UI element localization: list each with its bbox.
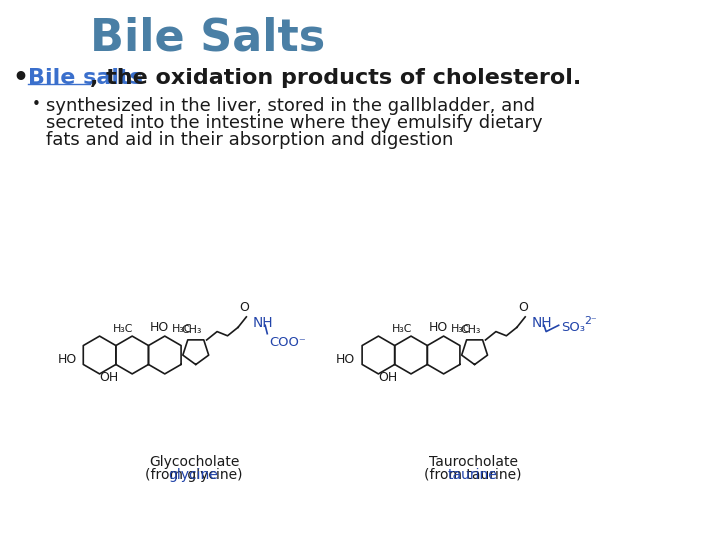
Text: glycine: glycine [168,468,218,482]
Text: COO⁻: COO⁻ [269,336,306,349]
Text: Taurocholate: Taurocholate [428,455,518,469]
Text: NH: NH [531,316,552,330]
Text: fats and aid in their absorption and digestion: fats and aid in their absorption and dig… [46,131,453,149]
Text: O: O [239,301,249,314]
Text: HO: HO [150,321,168,334]
Text: O: O [518,301,528,314]
Text: HO: HO [336,353,356,366]
Text: NH: NH [253,316,274,330]
Text: (from taurine): (from taurine) [424,468,522,482]
Text: Bile Salts: Bile Salts [89,17,325,59]
Text: secreted into the intestine where they emulsify dietary: secreted into the intestine where they e… [46,114,542,132]
Text: H₃C: H₃C [451,324,472,334]
Text: Bile salts: Bile salts [28,68,143,88]
Text: taurine: taurine [447,468,497,482]
Text: OH: OH [99,371,119,384]
Text: Glycocholate: Glycocholate [149,455,239,469]
Text: HO: HO [428,321,448,334]
Text: HO: HO [58,353,76,366]
Text: SO₃: SO₃ [561,321,585,334]
Text: synthesized in the liver, stored in the gallbladder, and: synthesized in the liver, stored in the … [46,97,535,115]
Text: •: • [32,97,41,112]
Text: CH₃: CH₃ [460,325,481,335]
Text: , the oxidation products of cholesterol.: , the oxidation products of cholesterol. [89,68,581,88]
Text: •: • [12,66,28,90]
Text: H₃C: H₃C [392,324,412,334]
Text: H₃C: H₃C [172,324,193,334]
Text: (from glycine): (from glycine) [145,468,243,482]
Text: CH₃: CH₃ [181,325,202,335]
Text: H₃C: H₃C [112,324,133,334]
Text: OH: OH [378,371,397,384]
Text: 2⁻: 2⁻ [584,316,596,326]
